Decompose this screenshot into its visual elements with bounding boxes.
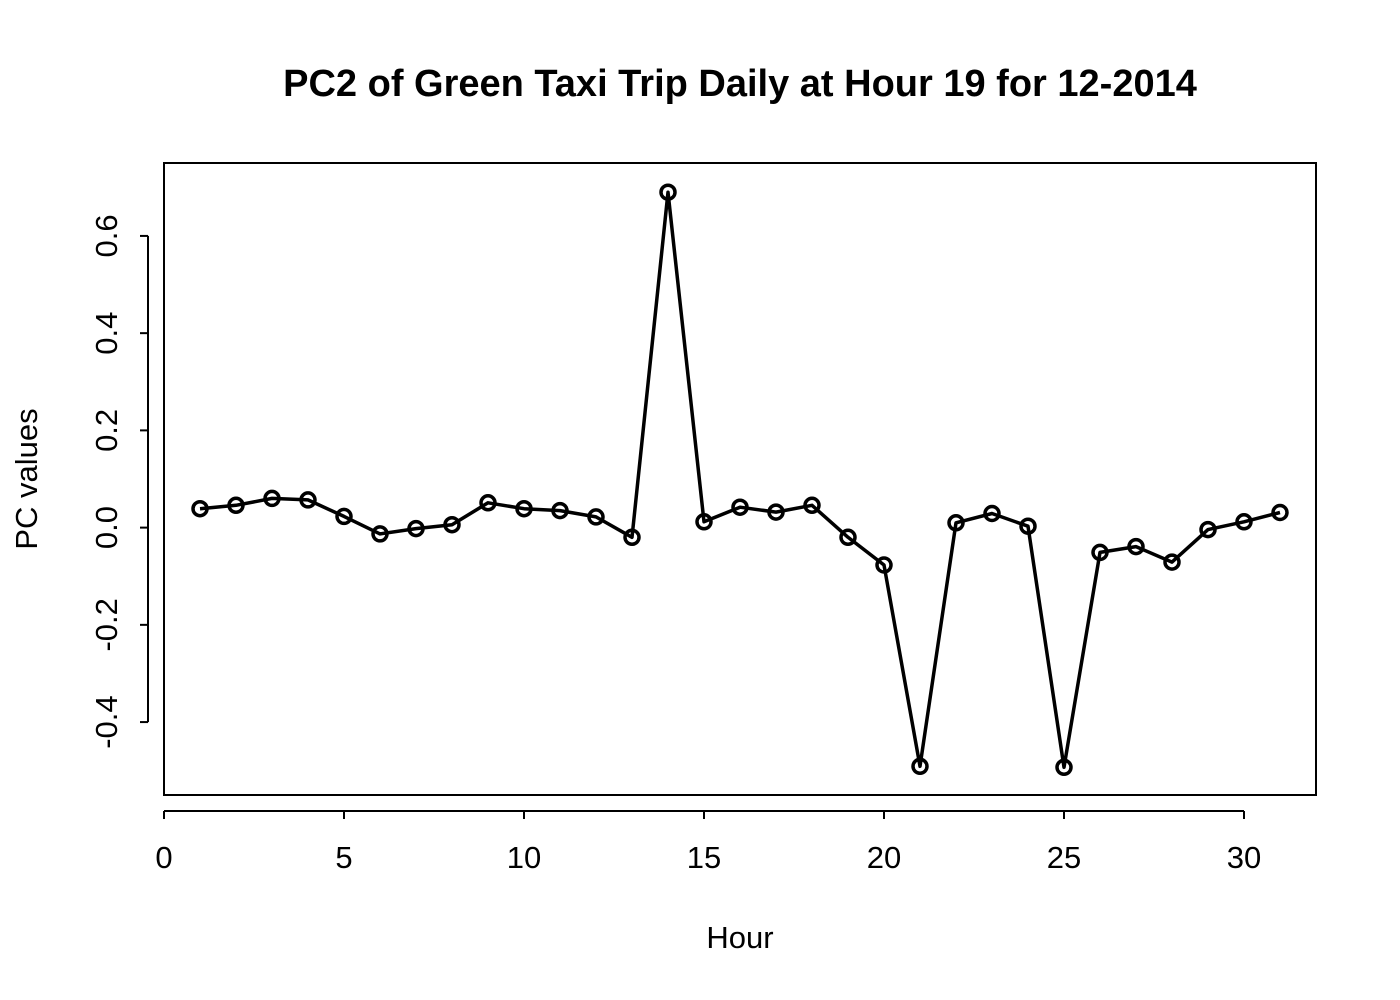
data-point: [875, 556, 893, 574]
data-point: [767, 503, 785, 521]
x-tick-label: 25: [1047, 840, 1081, 875]
x-tick-label: 5: [335, 840, 352, 875]
x-axis: 0 5 10 15 20 25 30: [155, 810, 1261, 875]
data-point: [1127, 537, 1145, 556]
y-axis-label: PC values: [9, 408, 44, 549]
data-point: [443, 515, 461, 534]
data-point: [479, 494, 497, 512]
y-axis: -0.4 -0.2 0.0 0.2 0.4 0.6: [89, 214, 149, 749]
data-point: [983, 504, 1001, 523]
data-point: [803, 496, 821, 515]
y-tick-label: -0.2: [89, 598, 124, 651]
y-tick-label: 0.4: [89, 312, 124, 355]
plot-frame: [163, 162, 1317, 796]
y-tick-label: 0.0: [89, 506, 124, 549]
y-tick-label: 0.2: [89, 409, 124, 452]
series-line: [199, 190, 1281, 770]
data-point: [587, 508, 605, 526]
data-series: [191, 183, 1289, 777]
data-point: [1055, 758, 1073, 777]
data-point: [227, 496, 245, 515]
data-point: [1271, 503, 1289, 522]
data-point: [515, 499, 533, 518]
y-tick-label: -0.4: [89, 695, 124, 748]
data-point: [335, 507, 353, 526]
chart-title: PC2 of Green Taxi Trip Daily at Hour 19 …: [283, 63, 1197, 105]
data-point: [263, 489, 281, 508]
data-point: [371, 525, 389, 543]
data-point: [911, 757, 929, 776]
data-point: [623, 528, 641, 547]
data-point: [407, 519, 425, 538]
x-tick-label: 10: [507, 840, 541, 875]
x-tick-label: 0: [155, 840, 172, 875]
data-point: [1091, 543, 1109, 562]
data-point: [1199, 520, 1217, 539]
y-tick-label: 0.6: [89, 214, 124, 257]
data-point: [731, 498, 749, 516]
x-tick-label: 15: [687, 840, 721, 875]
x-tick-label: 30: [1227, 840, 1261, 875]
x-axis-label: Hour: [706, 920, 773, 955]
data-point: [1019, 517, 1037, 535]
x-tick-label: 20: [867, 840, 901, 875]
data-point: [191, 499, 209, 518]
data-point: [839, 528, 857, 547]
data-point: [695, 513, 713, 531]
data-point: [1163, 553, 1181, 571]
data-point: [947, 514, 965, 532]
data-point: [551, 501, 569, 520]
data-point: [659, 183, 677, 201]
data-point: [1235, 513, 1253, 531]
data-point: [299, 491, 317, 509]
